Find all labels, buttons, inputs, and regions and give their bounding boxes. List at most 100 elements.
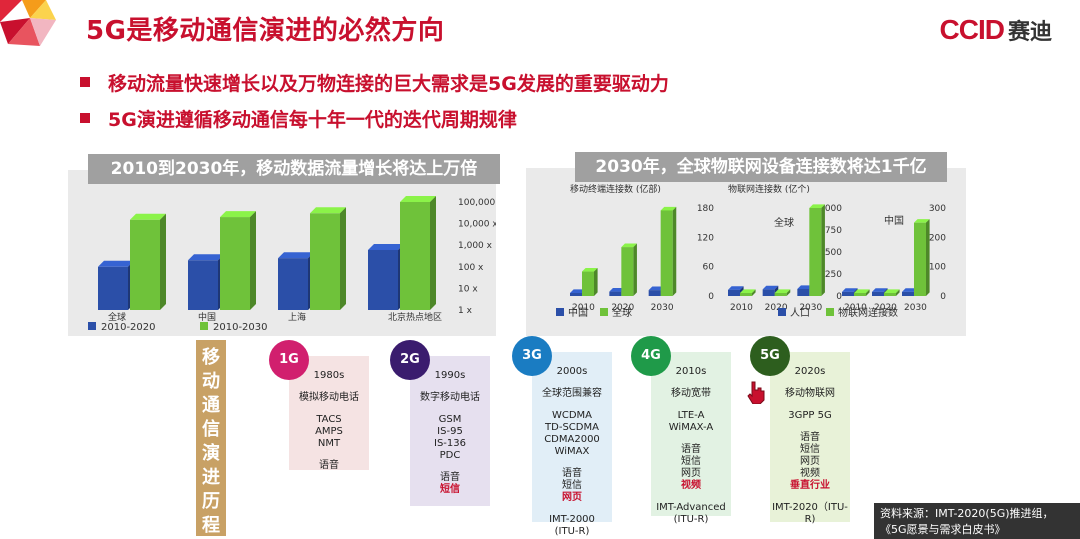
- y-tick-label: 1,000: [816, 204, 842, 214]
- generation-badge-5g: 5G: [750, 336, 790, 376]
- generation-tech: IS-95: [437, 426, 463, 437]
- category-label: 2020: [765, 303, 788, 313]
- source-line-2: 《5G愿景与需求白皮书》: [880, 523, 1006, 536]
- generation-badge-2g: 2G: [390, 340, 430, 380]
- generation-service: 短信: [800, 444, 820, 455]
- legend-swatch: [600, 308, 608, 316]
- legend-label: 全球: [612, 306, 632, 319]
- generation-card-4g: 2010s 移动宽带 LTE-A WiMAX-A 语音 短信 网页 视频 IMT-Advance…: [651, 352, 731, 525]
- y-tick-label: 100: [929, 263, 946, 273]
- generation-service: 网页: [800, 456, 820, 467]
- generation-standard: (ITU-R): [554, 526, 590, 537]
- generation-standard: IMT-2020（ITU-: [772, 502, 848, 513]
- timeline-label: 移动通信演进历程: [196, 340, 226, 536]
- generation-standard: IMT-Advanced: [656, 502, 726, 513]
- category-label: 中国: [198, 311, 216, 323]
- legend-swatch: [200, 322, 208, 330]
- generation-service-highlight: 短信: [440, 484, 460, 495]
- generation-badge-4g: 4G: [631, 336, 671, 376]
- legend-label: 中国: [568, 306, 588, 319]
- generation-service: 视频: [800, 468, 820, 479]
- generation-type: 模拟移动电话: [299, 392, 359, 403]
- generation-service: 语音: [681, 444, 701, 455]
- generation-decade: 2000s: [556, 366, 588, 377]
- generation-tech: LTE-A: [677, 410, 705, 421]
- y-tick-label: 0: [940, 292, 946, 302]
- generation-tech: WiMAX-A: [668, 422, 714, 433]
- bar-2010-2020: [368, 243, 404, 310]
- legend-swatch: [556, 308, 564, 316]
- generation-standard: (ITU-R): [673, 514, 709, 525]
- bar-2010-2020: [188, 254, 224, 310]
- bullet-text: 移动流量快速增长以及万物连接的巨大需求是5G发展的重要驱动力: [108, 72, 669, 95]
- generation-tech: NMT: [317, 438, 341, 449]
- right-panel-banner: 2030年，全球物联网设备连接数将达1千亿: [575, 152, 947, 182]
- legend-label: 2010-2030: [213, 322, 268, 333]
- bar-物联网连接数: [914, 219, 930, 296]
- category-label: 全球: [108, 311, 126, 323]
- generation-card-5g: 2020s 移动物联网 3GPP 5G 语音 短信 网页 视频 垂直行业 IMT-2020（IT…: [770, 352, 850, 525]
- generation-standard: R): [804, 514, 816, 525]
- y-tick-label: 250: [825, 270, 842, 280]
- sub-chart-label: 中国: [884, 214, 904, 227]
- generation-service: 网页: [681, 468, 701, 479]
- generation-type: 全球范围兼容: [542, 388, 602, 399]
- y-tick-label: 300: [929, 204, 946, 214]
- generation-type: 移动物联网: [785, 388, 835, 399]
- category-label: 2020: [874, 303, 897, 313]
- legend-swatch: [778, 308, 786, 316]
- logo-text: CCID: [939, 14, 1005, 45]
- bar-全球: [621, 243, 637, 296]
- corner-decoration: [0, 0, 56, 46]
- source-line-1: 资料来源：IMT-2020(5G)推进组，: [880, 507, 1054, 520]
- generation-tech: PDC: [439, 450, 461, 461]
- category-label: 上海: [288, 311, 306, 323]
- generation-decade: 1990s: [434, 370, 466, 381]
- generation-tech: GSM: [438, 414, 462, 425]
- y-tick-label: 200: [929, 233, 946, 243]
- bar-2010-2030: [220, 211, 256, 310]
- category-label: 2010: [572, 303, 595, 313]
- sub-chart-label: 全球: [774, 216, 794, 229]
- legend-swatch: [88, 322, 96, 330]
- generation-service: 语音: [319, 460, 339, 471]
- legend-label: 人口: [790, 307, 810, 319]
- bullet-text: 5G演进遵循移动通信每十年一代的迭代周期规律: [108, 108, 517, 131]
- category-label: 2010: [844, 303, 867, 313]
- timeline-label-text: 移动通信演进历程: [202, 347, 220, 536]
- generation-card-1g: 1980s 模拟移动电话 TACS AMPS NMT 语音: [289, 356, 369, 471]
- bar-物联网连接数: [854, 289, 870, 296]
- y-tick-label: 60: [703, 263, 715, 273]
- bar-2010-2020: [278, 252, 314, 310]
- logo-cn: 赛迪: [1007, 20, 1052, 45]
- generation-tech: WCDMA: [551, 410, 593, 421]
- bar-物联网连接数: [774, 289, 791, 296]
- generation-type: 移动宽带: [671, 388, 711, 399]
- bar-物联网连接数: [740, 289, 756, 296]
- bullet-list: 移动流量快速增长以及万物连接的巨大需求是5G发展的重要驱动力 5G演进遵循移动通…: [80, 64, 669, 136]
- generation-card-2g: 1990s 数字移动电话 GSM IS-95 IS-136 PDC 语音 短信: [410, 356, 490, 506]
- category-label: 2030: [799, 303, 822, 313]
- y-tick-label: 100,000 x: [458, 198, 496, 208]
- legend-label: 2010-2020: [101, 322, 156, 333]
- sub-chart-title: 移动终端连接数 (亿部): [570, 183, 661, 195]
- y-tick-label: 10 x: [458, 284, 478, 294]
- y-tick-label: 500: [825, 248, 842, 258]
- bar-2010-2030: [310, 207, 346, 310]
- generation-tech: WiMAX: [554, 446, 590, 457]
- left-panel-banner: 2010到2030年，移动数据流量增长将达上万倍: [88, 154, 500, 184]
- slide-title: 5G是移动通信演进的必然方向: [86, 16, 445, 46]
- generation-tech: AMPS: [315, 426, 343, 437]
- generation-tech: CDMA2000: [544, 434, 600, 445]
- traffic-growth-chart: 100,000 x 10,000 x 1,000 x 100 x 10 x 1 x 全球 中国…: [88, 196, 496, 333]
- category-label: 2010: [730, 303, 753, 313]
- generation-service: 短信: [681, 456, 701, 467]
- bar-全球: [660, 206, 677, 296]
- generation-service: 语音: [800, 432, 820, 443]
- generation-service: 语音: [440, 472, 460, 483]
- bullet-item: 5G演进遵循移动通信每十年一代的迭代周期规律: [80, 100, 669, 136]
- bar-物联网连接数: [809, 204, 825, 296]
- category-label: 2030: [651, 303, 674, 313]
- generation-decade: 2010s: [675, 366, 707, 377]
